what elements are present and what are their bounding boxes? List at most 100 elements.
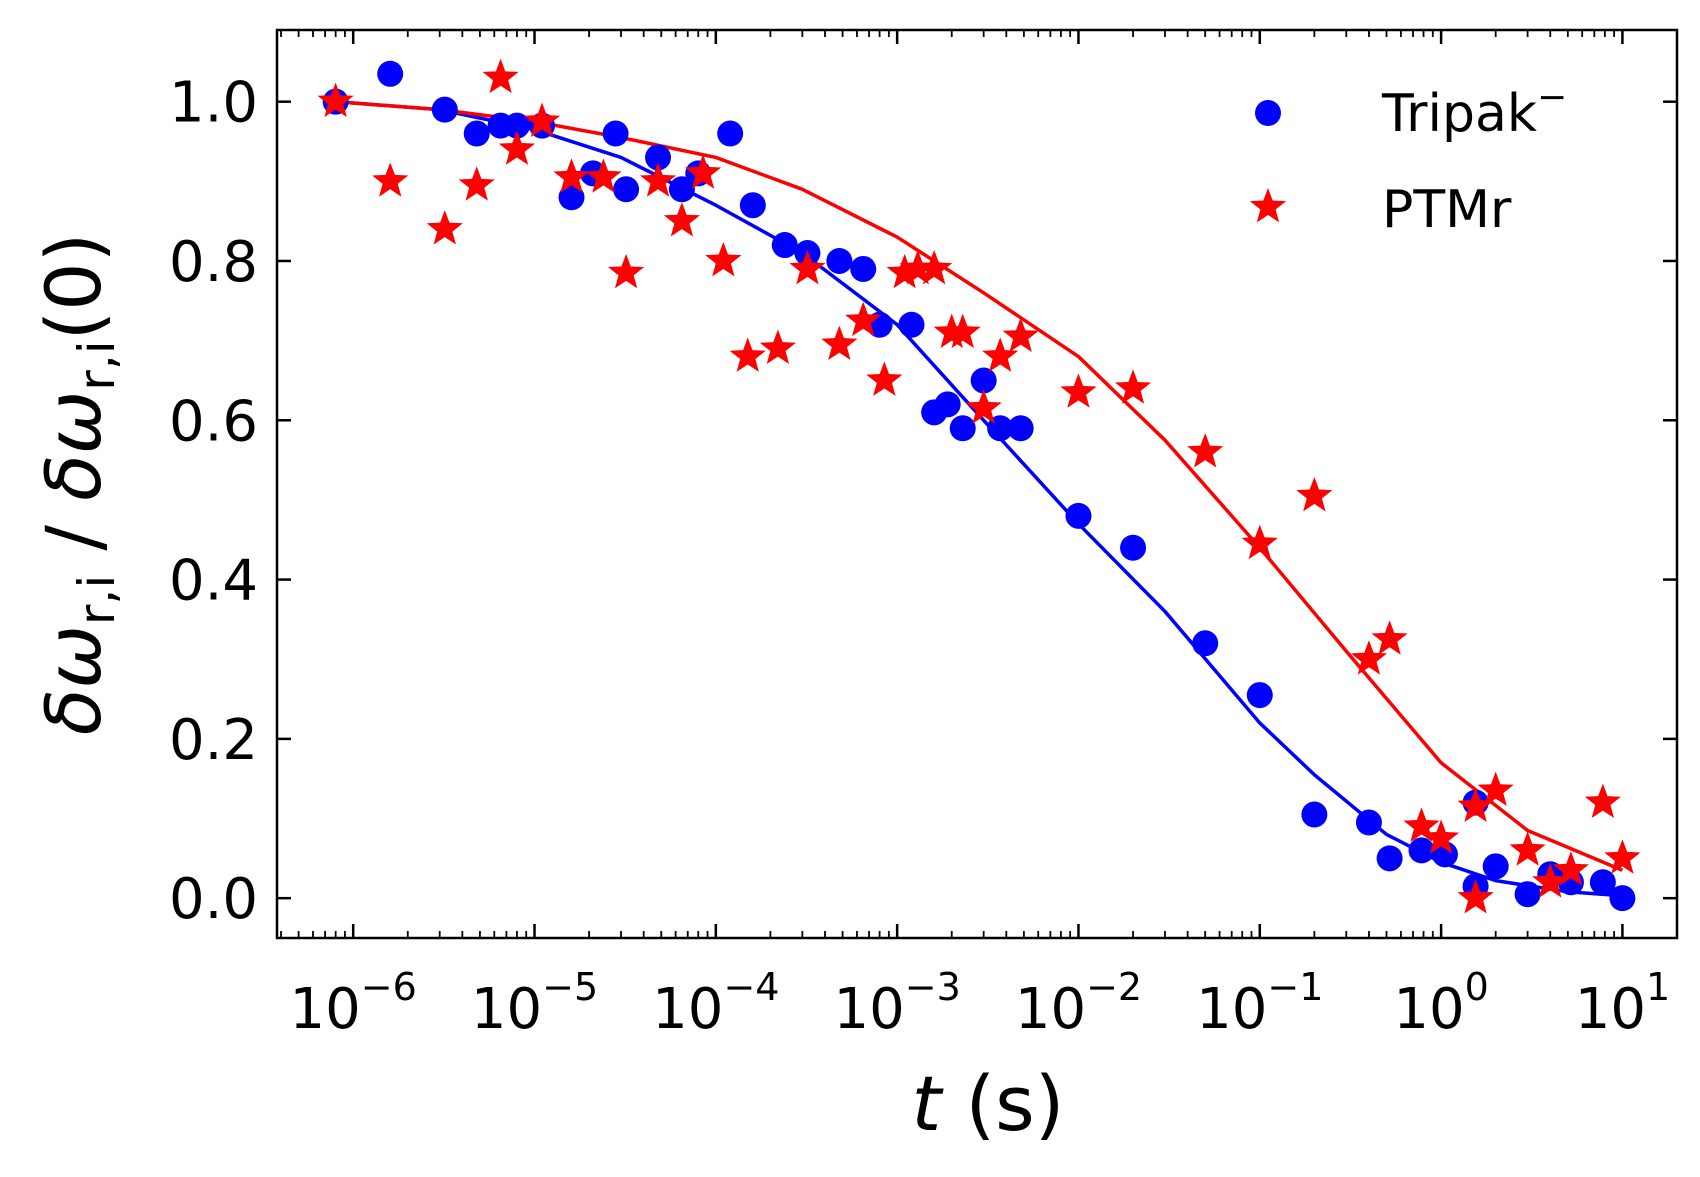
data-point-tripak (377, 60, 404, 87)
data-point-ptmr (1296, 476, 1333, 512)
data-point-ptmr (498, 130, 536, 165)
y-tick-label: 0.2 (169, 708, 258, 773)
data-point-tripak (1609, 885, 1636, 912)
data-point-ptmr (1457, 879, 1494, 914)
legend-label-ptmr: PTMr (1382, 180, 1512, 240)
data-point-ptmr (916, 249, 953, 285)
data-point-tripak (717, 120, 744, 147)
data-point-ptmr (458, 166, 495, 201)
data-point-ptmr (1552, 851, 1589, 886)
data-point-ptmr (523, 102, 561, 137)
data-point-ptmr (944, 313, 981, 349)
data-point-ptmr (1350, 640, 1388, 675)
legend: Tripak− PTMr (1249, 77, 1567, 240)
data-point-ptmr (372, 162, 409, 197)
data-point-tripak (1355, 809, 1382, 836)
data-point-ptmr (1241, 524, 1278, 560)
data-point-tripak (1589, 869, 1616, 896)
x-axis-label: t (s) (912, 1059, 1065, 1148)
x-tick-label: 101 (1575, 965, 1670, 1042)
data-point-ptmr (426, 210, 463, 245)
data-point-tripak (1120, 534, 1147, 561)
data-point-ptmr (1457, 787, 1494, 822)
x-tick-label: 10−3 (833, 965, 960, 1042)
data-point-ptmr (705, 241, 742, 277)
x-tick-label: 10−1 (1196, 965, 1323, 1042)
y-tick-label: 1.0 (169, 71, 258, 136)
data-point-tripak (771, 232, 798, 259)
data-point-ptmr (1509, 831, 1546, 866)
data-point-ptmr (821, 325, 858, 360)
data-point-ptmr (1371, 620, 1408, 655)
data-point-ptmr (789, 249, 826, 285)
legend-marker-tripak (1255, 100, 1281, 126)
plot-frame (275, 28, 1679, 940)
fit-line-ptmr (335, 99, 1624, 872)
data-point-ptmr (1584, 783, 1621, 818)
data-point-ptmr (1002, 317, 1039, 353)
data-point-tripak (949, 415, 976, 442)
data-point-ptmr (899, 249, 936, 285)
data-point-ptmr (1403, 807, 1440, 842)
data-point-ptmr (1532, 863, 1569, 898)
data-point-tripak (826, 247, 853, 274)
data-point-ptmr (639, 162, 677, 197)
data-point-tripak (934, 391, 961, 418)
data-point-tripak (645, 144, 672, 171)
x-axis-ticks: 10−6 10−5 10−4 10−3 10−2 10−1 100 101 (280, 30, 1678, 1042)
data-point-tripak (613, 176, 640, 203)
data-point-tripak (1246, 682, 1273, 709)
data-point-ptmr (608, 253, 645, 289)
data-point-ptmr (759, 329, 796, 364)
y-tick-label: 0.8 (169, 230, 258, 295)
data-point-ptmr (1423, 819, 1460, 854)
data-point-ptmr (663, 202, 700, 237)
y-axis-ticks: 0.0 0.2 0.4 0.6 0.8 1.0 (169, 71, 1677, 932)
data-point-tripak (1065, 502, 1092, 529)
data-point-ptmr (886, 253, 923, 289)
data-points (317, 58, 1641, 914)
data-point-ptmr (1187, 433, 1224, 468)
data-point-ptmr (684, 154, 722, 189)
data-point-tripak (739, 192, 766, 219)
data-point-ptmr (866, 361, 903, 396)
data-point-tripak (898, 311, 925, 338)
data-point-tripak (1408, 837, 1435, 864)
y-axis-label: δωr,i / δωr,i(0) (29, 233, 126, 736)
data-point-tripak (503, 112, 530, 139)
data-point-tripak (431, 96, 458, 123)
data-point-tripak (1376, 845, 1403, 872)
data-point-ptmr (1060, 373, 1097, 408)
x-tick-label: 10−5 (471, 965, 598, 1042)
y-tick-label: 0.6 (169, 389, 258, 454)
x-tick-label: 10−4 (652, 965, 779, 1042)
data-point-ptmr (982, 337, 1019, 372)
data-point-tripak (1301, 801, 1328, 828)
data-point-ptmr (1114, 369, 1152, 404)
x-tick-label: 100 (1393, 965, 1488, 1042)
legend-marker-ptmr (1249, 188, 1287, 223)
data-point-ptmr (845, 301, 882, 337)
data-point-ptmr (1604, 839, 1641, 874)
data-point-tripak (1192, 630, 1219, 657)
data-point-ptmr (585, 158, 622, 193)
data-point-ptmr (729, 337, 766, 372)
data-point-tripak (558, 184, 585, 211)
data-point-tripak (1482, 853, 1509, 880)
data-point-tripak (463, 120, 490, 147)
data-point-tripak (602, 120, 629, 147)
y-tick-label: 0.4 (169, 549, 258, 614)
data-point-tripak (850, 255, 877, 282)
y-tick-label: 0.0 (169, 867, 258, 932)
legend-label-tripak: Tripak− (1381, 77, 1567, 144)
data-point-ptmr (1477, 771, 1514, 807)
x-tick-label: 10−6 (290, 965, 417, 1042)
data-point-tripak (970, 367, 997, 394)
data-point-tripak (668, 176, 695, 203)
data-point-ptmr (553, 158, 590, 193)
data-point-ptmr (482, 58, 519, 94)
data-point-ptmr (965, 389, 1002, 424)
data-point-ptmr (317, 82, 354, 118)
